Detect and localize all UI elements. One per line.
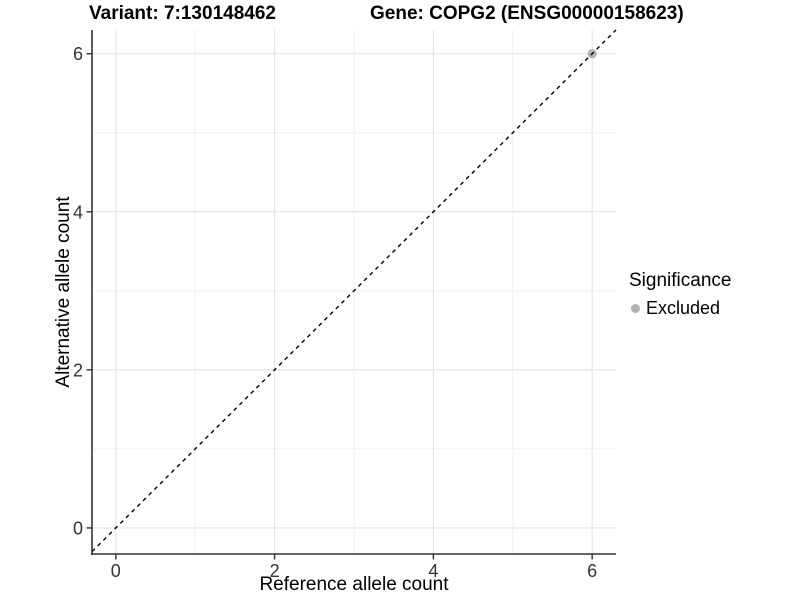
legend-item-excluded: Excluded [631,298,731,319]
y-tick-label: 4 [73,202,83,222]
plot-title-variant: Variant: 7:130148462 [89,3,276,24]
x-tick-label: 0 [111,561,121,581]
identity-line [91,29,617,553]
legend-point-icon [631,304,640,313]
y-axis-label: Alternative allele count [53,196,74,388]
y-tick-label: 6 [73,44,83,64]
y-tick-label: 0 [73,518,83,538]
x-tick-label: 6 [587,561,597,581]
legend-item-label: Excluded [646,298,721,318]
legend-title: Significance [629,270,732,291]
x-axis-label: Reference allele count [259,574,449,595]
x-tick-label: 4 [428,561,438,581]
legend: Significance Excluded [629,270,731,319]
y-tick-label: 2 [73,360,83,380]
plot-title-gene: Gene: COPG2 (ENSG00000158623) [370,3,684,24]
x-tick-label: 2 [270,561,280,581]
